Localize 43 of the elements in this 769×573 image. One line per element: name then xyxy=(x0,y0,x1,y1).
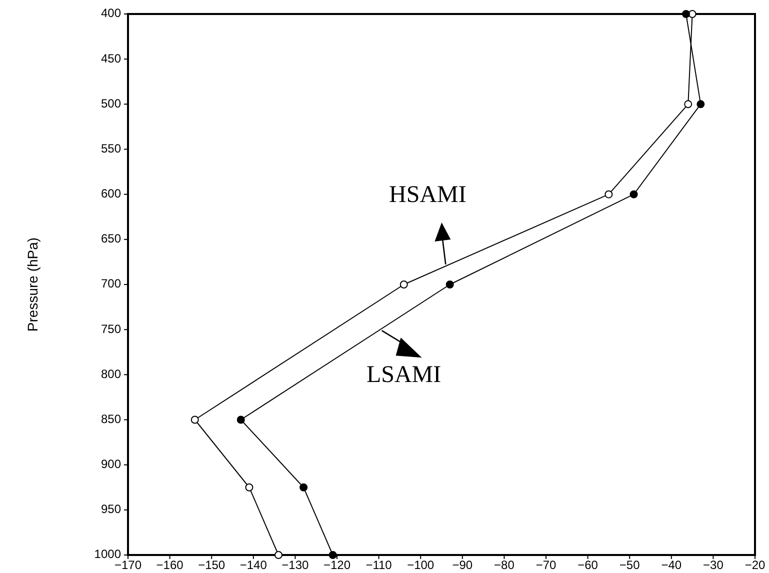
x-tick-label: −60 xyxy=(578,558,598,572)
y-tick-label: 450 xyxy=(100,51,122,66)
point xyxy=(604,190,613,198)
point xyxy=(300,483,308,492)
point xyxy=(696,100,705,108)
y-tick-label: 650 xyxy=(100,232,122,246)
x-tick-label: −130 xyxy=(282,558,310,572)
x-tick-label: −70 xyxy=(536,558,556,572)
point xyxy=(328,551,337,559)
annotation: HSAMI xyxy=(389,182,466,208)
y-tick-label: 400 xyxy=(100,6,122,20)
y-tick-label: 950 xyxy=(100,502,122,516)
x-tick-label: −140 xyxy=(240,558,268,572)
y-tick-label: 800 xyxy=(100,366,122,381)
annotation: LSAMI xyxy=(366,362,442,388)
x-tick-label: −100 xyxy=(407,558,434,572)
y-tick-label: 850 xyxy=(100,412,122,426)
x-tick-label: −20 xyxy=(744,558,766,572)
x-tick-label: −30 xyxy=(703,558,724,572)
point xyxy=(630,190,638,198)
point xyxy=(682,10,690,18)
x-tick-label: −120 xyxy=(323,558,351,572)
x-tick-label: −50 xyxy=(619,558,640,572)
y-tick-label: 600 xyxy=(100,186,122,201)
y-tick-label: 900 xyxy=(100,457,122,472)
point xyxy=(684,100,692,108)
point xyxy=(245,483,254,492)
y-tick-label: 750 xyxy=(100,322,122,336)
x-tick-label: −90 xyxy=(452,558,473,572)
point xyxy=(274,551,282,559)
point xyxy=(446,280,454,288)
y-tick-label: 700 xyxy=(100,276,122,291)
y-axis-title: Pressure (hPa) xyxy=(24,237,41,332)
y-tick-label: 500 xyxy=(100,96,122,110)
x-tick-label: −80 xyxy=(494,558,515,572)
x-tick-label: −150 xyxy=(198,558,226,572)
y-tick-label: 550 xyxy=(100,141,122,156)
point xyxy=(236,416,245,424)
x-tick-label: −160 xyxy=(156,558,184,572)
point xyxy=(400,280,408,288)
x-tick-label: −40 xyxy=(661,558,682,572)
x-tick-label: −110 xyxy=(366,558,392,572)
point xyxy=(190,416,199,424)
